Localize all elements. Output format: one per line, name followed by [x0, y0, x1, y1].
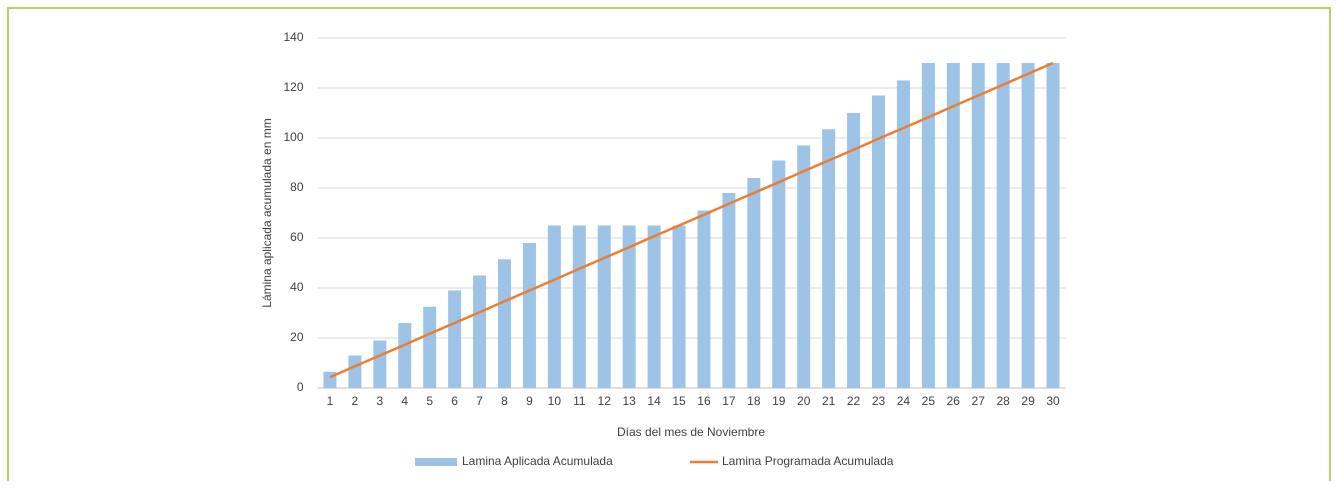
bar — [647, 225, 661, 388]
bar — [971, 63, 985, 388]
bar — [473, 275, 487, 388]
bar — [697, 210, 711, 388]
bar — [996, 63, 1010, 388]
x-tick-label: 18 — [747, 394, 761, 408]
bar — [572, 225, 586, 388]
x-tick-label: 2 — [352, 394, 359, 408]
x-tick-label: 28 — [996, 394, 1010, 408]
bar — [747, 178, 761, 388]
x-tick-label: 6 — [451, 394, 458, 408]
x-tick-label: 9 — [526, 394, 533, 408]
x-tick-label: 14 — [647, 394, 661, 408]
x-tick-label: 8 — [501, 394, 508, 408]
bar — [522, 243, 536, 388]
y-tick-label: 20 — [290, 330, 304, 344]
bar — [896, 80, 910, 388]
bar — [398, 323, 412, 388]
legend-swatch — [415, 458, 457, 466]
y-tick-label: 40 — [290, 280, 304, 294]
bar — [423, 306, 437, 388]
x-axis-title: Días del mes de Noviembre — [617, 425, 765, 439]
x-tick-label: 29 — [1021, 394, 1035, 408]
x-tick-label: 30 — [1046, 394, 1060, 408]
x-tick-label: 10 — [548, 394, 562, 408]
x-tick-label: 24 — [897, 394, 911, 408]
bar — [772, 160, 786, 388]
y-tick-label: 120 — [283, 80, 303, 94]
bar — [448, 290, 462, 388]
bar — [373, 340, 387, 388]
x-tick-label: 23 — [872, 394, 886, 408]
x-tick-label: 21 — [822, 394, 836, 408]
x-tick-label: 20 — [797, 394, 811, 408]
bar — [348, 355, 362, 388]
y-tick-label: 0 — [297, 380, 304, 394]
legend-label: Lamina Programada Acumulada — [722, 454, 894, 468]
bar — [672, 225, 686, 388]
x-tick-label: 15 — [672, 394, 686, 408]
bar — [622, 225, 636, 388]
bar — [847, 113, 861, 388]
bar — [597, 225, 611, 388]
frame — [7, 7, 1331, 486]
x-tick-label: 19 — [772, 394, 786, 408]
x-tick-label: 13 — [622, 394, 636, 408]
bar — [547, 225, 561, 388]
bar — [872, 95, 885, 388]
x-tick-label: 3 — [376, 394, 383, 408]
y-tick-label: 100 — [283, 130, 303, 144]
bar — [797, 145, 811, 388]
x-tick-label: 17 — [722, 394, 736, 408]
bar — [1046, 63, 1060, 388]
x-tick-label: 1 — [327, 394, 334, 408]
x-tick-label: 16 — [697, 394, 711, 408]
y-axis-title: Lámina aplicada acumulada en mm — [260, 118, 274, 307]
line — [329, 61, 1054, 379]
x-tick-label: 25 — [922, 394, 936, 408]
x-tick-label: 5 — [426, 394, 433, 408]
bar — [921, 63, 935, 388]
bar — [946, 63, 960, 388]
bar — [498, 259, 511, 388]
bar — [822, 129, 836, 388]
bar — [722, 193, 736, 388]
y-tick-label: 60 — [290, 230, 304, 244]
y-tick-label: 80 — [290, 180, 304, 194]
x-tick-label: 11 — [573, 394, 586, 408]
x-tick-label: 12 — [598, 394, 612, 408]
y-tick-label: 140 — [283, 30, 303, 44]
x-tick-label: 27 — [972, 394, 986, 408]
x-tick-label: 4 — [401, 394, 408, 408]
x-tick-label: 22 — [847, 394, 861, 408]
x-tick-label: 26 — [947, 394, 961, 408]
x-tick-label: 7 — [476, 394, 483, 408]
legend-label: Lamina Aplicada Acumulada — [462, 454, 613, 468]
bar — [1021, 63, 1035, 388]
